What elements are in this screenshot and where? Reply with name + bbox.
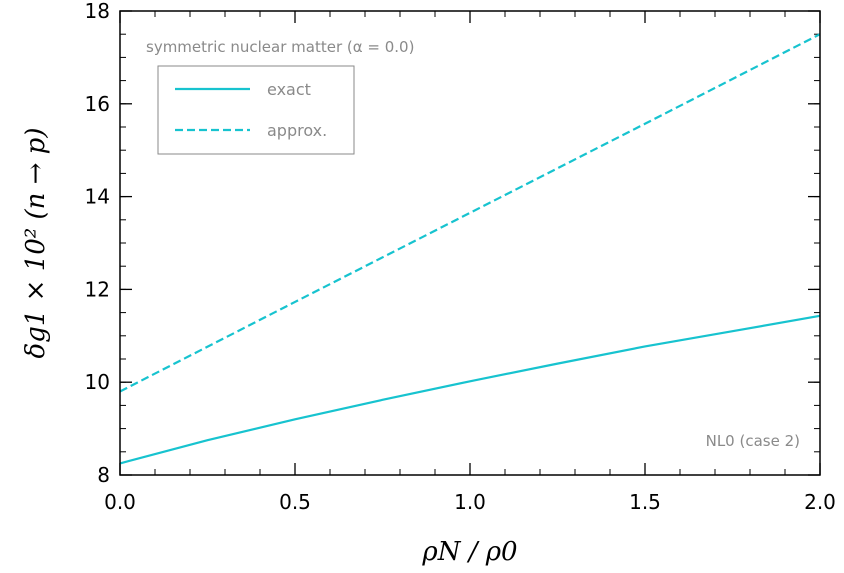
y-tick-label: 18 [85,0,110,23]
axis-ticks: 0.0 0.5 1.0 1.5 2.0 8 10 12 14 16 18 [85,0,836,514]
series-line-approx [119,33,821,393]
series-lines [119,33,821,465]
plot-frame [119,10,821,476]
x-tick-label: 0.5 [279,490,311,514]
x-axis-label: ρN / ρ0 [421,537,517,567]
series-line-exact [119,314,821,465]
legend-box [157,65,355,155]
x-tick-label: 0.0 [104,490,136,514]
legend: exact approx. [157,65,355,155]
y-tick-label: 16 [85,92,110,116]
legend-label-approx: approx. [267,121,327,140]
x-tick-label: 1.5 [629,490,661,514]
y-tick-label: 8 [97,463,110,487]
y-tick-label: 10 [85,370,110,394]
y-axis-label: δg1 × 10² (n → p) [21,128,51,359]
x-tick-label: 2.0 [804,490,836,514]
annotation-bottom: NL0 (case 2) [706,432,800,450]
legend-label-exact: exact [267,80,311,99]
x-tick-label: 1.0 [454,490,486,514]
annotation-top: symmetric nuclear matter (α = 0.0) [146,38,414,56]
y-tick-label: 12 [85,277,110,301]
y-tick-label: 14 [85,185,110,209]
